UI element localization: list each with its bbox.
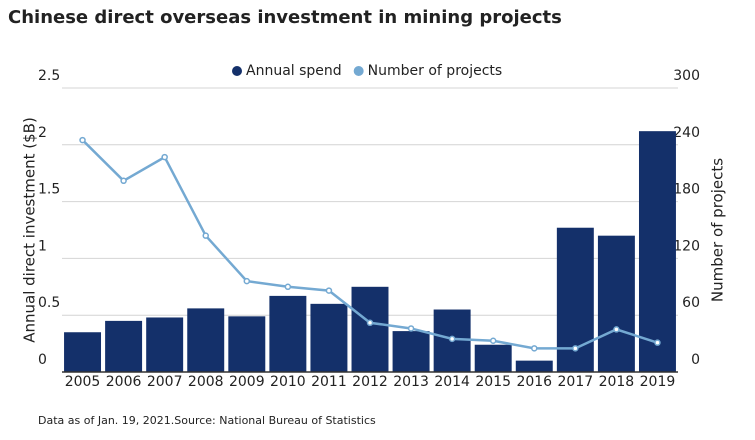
x-tick-label: 2015 [475,374,511,390]
legend-label: Annual spend [246,63,342,79]
y2-tick-label: 60 [682,295,700,311]
line-point [613,326,620,333]
x-tick-label: 2012 [352,374,388,390]
bar [269,295,307,372]
line-point [161,153,168,161]
y2-axis-label: Number of projects [709,158,727,302]
legend-label: Number of projects [368,63,503,79]
y-tick-label: 0.5 [38,295,60,311]
bar [64,332,102,372]
legend-marker [232,66,242,76]
line-point [448,335,456,343]
line-point [572,345,579,352]
bar [351,286,389,372]
x-tick-label: 2007 [147,374,183,390]
x-tick-label: 2018 [599,374,635,390]
chart-title: Chinese direct overseas investment in mi… [8,7,562,28]
y-axis-label: Annual direct investment ($B) [21,117,39,343]
x-tick-label: 2014 [434,374,470,390]
bar [146,317,184,372]
line-point [325,287,333,294]
line-point [79,136,86,144]
x-tick-label: 2017 [558,374,594,390]
x-tick-label: 2006 [106,374,142,390]
y2-tick-label: 240 [673,125,700,141]
bar [597,235,635,372]
bar [187,308,225,372]
y2-tick-label: 0 [691,352,700,368]
x-tick-label: 2013 [393,374,429,390]
line-point [407,325,415,332]
x-tick-label: 2010 [270,374,306,390]
x-tick-label: 2008 [188,374,224,390]
bar [392,331,430,372]
y2-tick-label: 180 [673,182,700,198]
y-tick-label: 0 [38,352,47,368]
line-point [120,177,127,185]
line-point [284,283,292,291]
x-tick-label: 2016 [516,374,552,390]
bar [310,303,348,372]
line-point [654,339,661,346]
bar [515,360,553,372]
x-tick-label: 2009 [229,374,265,390]
bar [105,320,143,372]
x-tick-label: 2019 [640,374,676,390]
x-tick-label: 2005 [65,374,101,390]
line-point [243,277,251,285]
y-tick-label: 2.5 [38,68,60,84]
x-tick-label: 2011 [311,374,347,390]
bar [474,344,512,372]
y-tick-label: 1.5 [38,182,60,198]
y2-tick-label: 120 [673,238,700,254]
source-note: Data as of Jan. 19, 2021.Source: Nationa… [38,414,376,427]
line-point [202,232,209,239]
y-tick-label: 1 [38,238,47,254]
line-point [366,319,374,327]
line-point [489,337,497,345]
y2-tick-label: 300 [673,68,700,84]
bar [228,316,266,372]
bar [638,131,676,372]
y-tick-label: 2 [38,125,47,141]
line-point [531,345,538,352]
legend-marker [353,66,364,76]
